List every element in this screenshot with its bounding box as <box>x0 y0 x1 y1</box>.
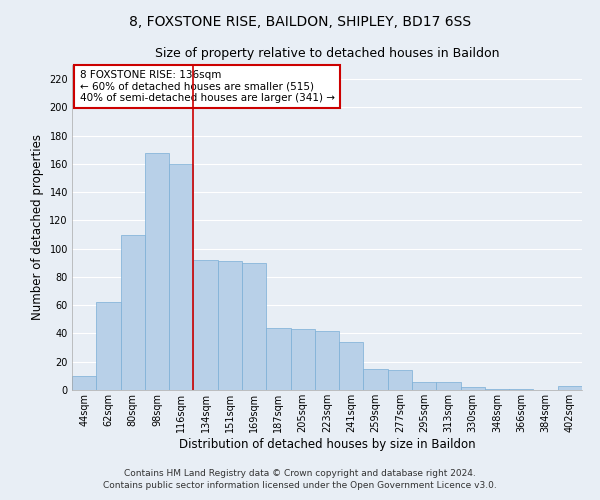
Text: Contains public sector information licensed under the Open Government Licence v3: Contains public sector information licen… <box>103 481 497 490</box>
Bar <box>339 342 364 390</box>
Bar <box>169 164 193 390</box>
Bar <box>121 234 145 390</box>
Bar <box>290 329 315 390</box>
Y-axis label: Number of detached properties: Number of detached properties <box>31 134 44 320</box>
Bar <box>412 382 436 390</box>
Bar <box>364 369 388 390</box>
Bar <box>218 262 242 390</box>
Text: 8 FOXSTONE RISE: 136sqm
← 60% of detached houses are smaller (515)
40% of semi-d: 8 FOXSTONE RISE: 136sqm ← 60% of detache… <box>80 70 335 103</box>
X-axis label: Distribution of detached houses by size in Baildon: Distribution of detached houses by size … <box>179 438 475 451</box>
Bar <box>558 386 582 390</box>
Text: 8, FOXSTONE RISE, BAILDON, SHIPLEY, BD17 6SS: 8, FOXSTONE RISE, BAILDON, SHIPLEY, BD17… <box>129 15 471 29</box>
Bar <box>266 328 290 390</box>
Text: Contains HM Land Registry data © Crown copyright and database right 2024.: Contains HM Land Registry data © Crown c… <box>124 468 476 477</box>
Title: Size of property relative to detached houses in Baildon: Size of property relative to detached ho… <box>155 46 499 60</box>
Bar <box>509 388 533 390</box>
Bar <box>436 382 461 390</box>
Bar <box>96 302 121 390</box>
Bar <box>72 376 96 390</box>
Bar <box>315 330 339 390</box>
Bar <box>388 370 412 390</box>
Bar <box>145 152 169 390</box>
Bar <box>242 263 266 390</box>
Bar <box>461 387 485 390</box>
Bar <box>193 260 218 390</box>
Bar <box>485 388 509 390</box>
